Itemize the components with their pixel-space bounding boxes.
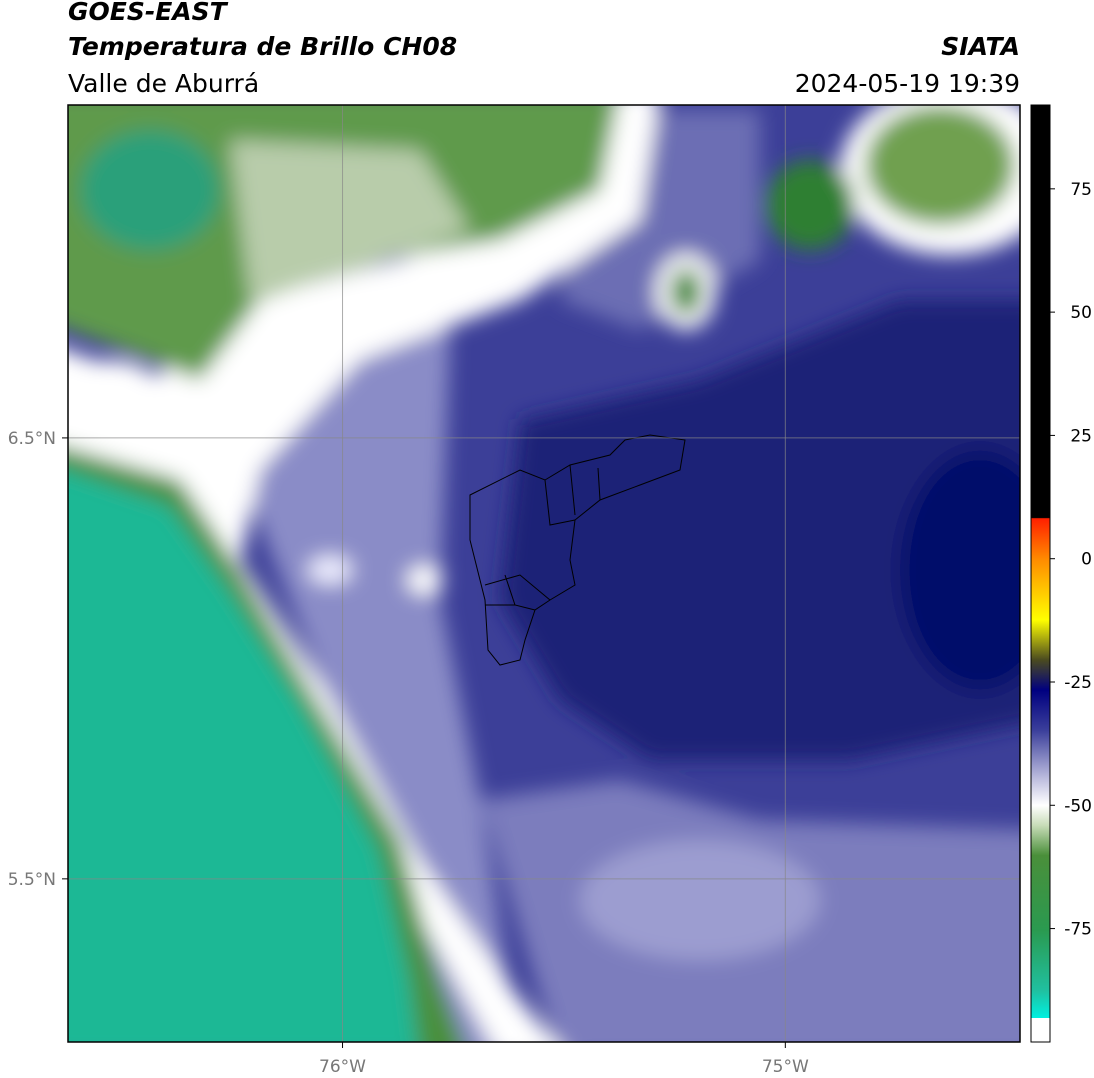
colorbar-tick-label: 50 bbox=[1070, 303, 1092, 323]
lon-tick-label: 75°W bbox=[762, 1057, 809, 1077]
colorbar-under bbox=[1031, 1018, 1050, 1042]
source: SIATA bbox=[941, 32, 1020, 61]
colorbar-tick-label: -25 bbox=[1064, 673, 1092, 693]
lon-tick-label: 76°W bbox=[319, 1057, 366, 1077]
colorbar-tick-label: 25 bbox=[1070, 426, 1092, 446]
lat-tick-label: 5.5°N bbox=[8, 870, 56, 890]
colorbar-tick-label: -75 bbox=[1064, 920, 1092, 940]
grid bbox=[68, 105, 1020, 1042]
colorbar-tick-label: -50 bbox=[1064, 796, 1092, 816]
colorbar-frame bbox=[1030, 104, 1051, 1043]
colorbar-tick-label: 0 bbox=[1081, 550, 1092, 570]
map-frame bbox=[67, 104, 1021, 1043]
satellite-image bbox=[68, 105, 1020, 1042]
lat-tick-label: 6.5°N bbox=[8, 429, 56, 449]
valle-outline bbox=[469, 434, 686, 666]
colorbar-tick-label: 75 bbox=[1070, 180, 1092, 200]
title: GOES-EAST bbox=[68, 0, 229, 26]
subtitle: Temperatura de Brillo CH08 bbox=[68, 32, 457, 61]
datetime: 2024-05-19 19:39 bbox=[795, 69, 1020, 98]
colorbar bbox=[1031, 105, 1050, 1018]
region: Valle de Aburrá bbox=[68, 69, 259, 98]
